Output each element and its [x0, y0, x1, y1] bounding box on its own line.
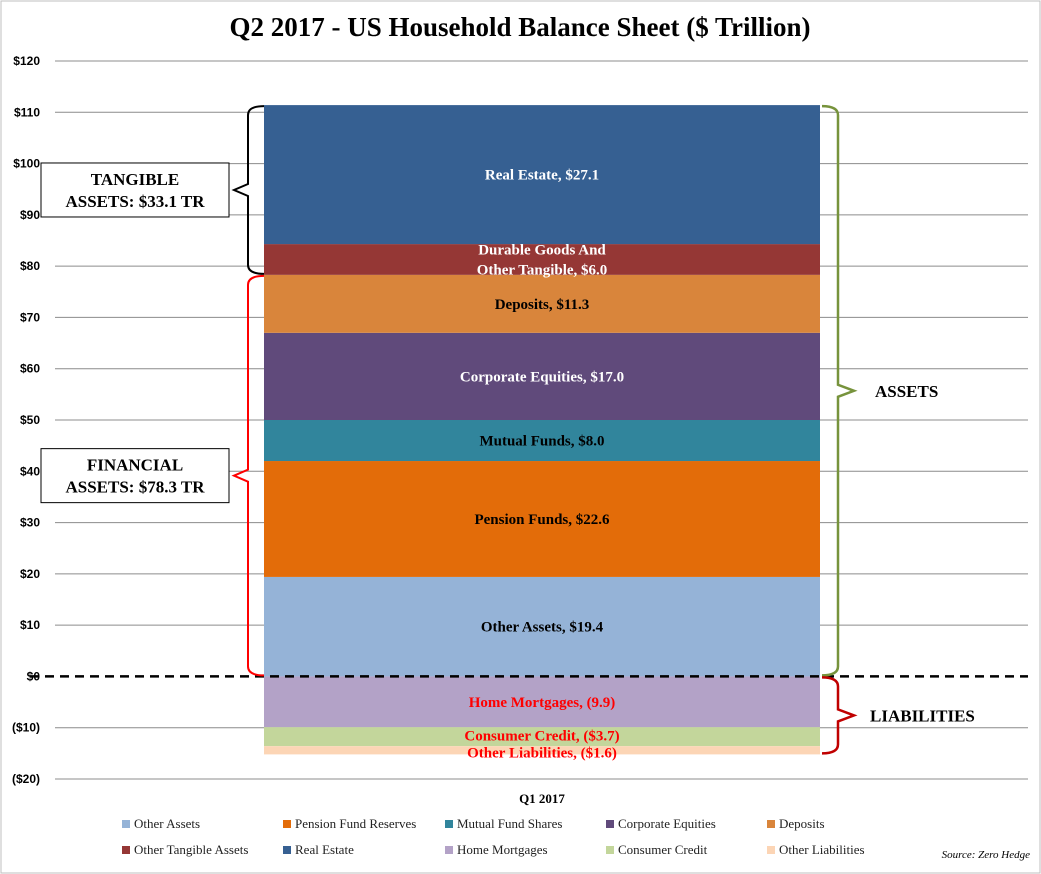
tangible-bracket	[231, 105, 265, 275]
legend-swatch-home-mortgages	[445, 846, 453, 854]
segment-label-other-tangible-assets: Other Tangible, $6.0	[477, 262, 608, 278]
legend-swatch-corporate-equities	[606, 820, 614, 828]
financial-label: FINANCIAL	[87, 456, 183, 475]
segment-label-home-mortgages: Home Mortgages, (9.9)	[469, 695, 616, 711]
segment-label-consumer-credit: Consumer Credit, ($3.7)	[464, 729, 619, 745]
legend-label-pension-fund-reserves: Pension Fund Reserves	[295, 816, 416, 831]
y-tick-label: $10	[20, 618, 40, 632]
legend-swatch-real-estate	[283, 846, 291, 854]
financial-label-box	[40, 448, 230, 504]
financial-bracket	[231, 274, 265, 677]
legend-label-consumer-credit: Consumer Credit	[618, 842, 708, 857]
y-tick-label: $100	[13, 157, 40, 171]
assets-bracket	[821, 104, 858, 677]
bar-segment-other-liabilities	[264, 746, 820, 755]
chart-title: Q2 2017 - US Household Balance Sheet ($ …	[229, 12, 810, 42]
legend-label-real-estate: Real Estate	[295, 842, 354, 857]
y-tick-label: $60	[20, 362, 40, 376]
bar-segment-corporate-equities	[264, 332, 820, 420]
legend-label-home-mortgages: Home Mortgages	[457, 842, 548, 857]
legend-label-other-assets: Other Assets	[134, 816, 200, 831]
tangible-label: TANGIBLE	[91, 170, 180, 189]
legend-label-deposits: Deposits	[779, 816, 825, 831]
legend-swatch-other-liabilities	[767, 846, 775, 854]
segment-label-mutual-fund-shares: Mutual Funds, $8.0	[479, 434, 604, 450]
y-tick-label: ($20)	[12, 772, 40, 786]
legend-swatch-other-tangible-assets	[122, 846, 130, 854]
segment-label-pension-fund-reserves: Pension Funds, $22.6	[474, 512, 610, 528]
bar-segment-other-assets	[264, 576, 820, 677]
segment-label-deposits: Deposits, $11.3	[495, 297, 590, 313]
stacked-bar	[264, 105, 820, 755]
segment-label-corporate-equities: Corporate Equities, $17.0	[460, 369, 624, 385]
segment-label-real-estate: Real Estate, $27.1	[485, 168, 599, 184]
y-tick-label: $20	[20, 567, 40, 581]
y-tick-label: $70	[20, 310, 40, 324]
bar-segment-home-mortgages	[264, 676, 820, 728]
bar-segment-mutual-fund-shares	[264, 420, 820, 462]
y-tick-label: $90	[20, 208, 40, 222]
y-tick-label: $30	[20, 516, 40, 530]
legend-label-corporate-equities: Corporate Equities	[618, 816, 716, 831]
tangible-label-box	[40, 162, 230, 218]
y-tick-label: ($10)	[12, 721, 40, 735]
liabilities-label: LIABILITIES	[870, 706, 975, 725]
x-category-label: Q1 2017	[519, 791, 565, 806]
legend-swatch-consumer-credit	[606, 846, 614, 854]
legend-swatch-mutual-fund-shares	[445, 820, 453, 828]
legend-swatch-deposits	[767, 820, 775, 828]
tangible-label: ASSETS: $33.1 TR	[65, 192, 205, 211]
y-tick-label: $50	[20, 413, 40, 427]
segment-labels: Other Assets, $19.4 Pension Funds, $22.6 M…	[460, 168, 624, 762]
source-note: Source: Zero Hedge	[942, 849, 1030, 861]
y-tick-label: $40	[20, 464, 40, 478]
brackets: TANGIBLE ASSETS: $33.1 TR FINANCIAL ASSETS:…	[40, 104, 975, 755]
bar-segment-consumer-credit	[264, 727, 820, 747]
bar-segment-deposits	[264, 274, 820, 333]
segment-label-other-assets: Other Assets, $19.4	[481, 620, 604, 636]
bar-segment-real-estate	[264, 105, 820, 245]
assets-label: ASSETS	[875, 382, 938, 401]
legend-label-other-tangible-assets: Other Tangible Assets	[134, 842, 248, 857]
liabilities-bracket	[821, 676, 858, 755]
financial-label: ASSETS: $78.3 TR	[65, 478, 205, 497]
segment-label-other-tangible-assets: Durable Goods And	[478, 242, 606, 258]
y-tick-label: $120	[13, 54, 40, 68]
legend-label-mutual-fund-shares: Mutual Fund Shares	[457, 816, 562, 831]
legend-swatch-pension-fund-reserves	[283, 820, 291, 828]
legend-label-other-liabilities: Other Liabilities	[779, 842, 865, 857]
bar-segment-other-tangible-assets	[264, 244, 820, 275]
bar-segment-pension-fund-reserves	[264, 461, 820, 577]
y-axis-ticks: $120$110$100$90$80$70$60$50$40$30$20$10$…	[12, 54, 40, 786]
y-tick-label: $80	[20, 259, 40, 273]
legend: Other Assets Pension Fund Reserves Mutual …	[122, 816, 865, 857]
segment-label-other-liabilities: Other Liabilities, ($1.6)	[467, 745, 617, 761]
y-tick-label: $110	[14, 105, 40, 119]
legend-swatch-other-assets	[122, 820, 130, 828]
